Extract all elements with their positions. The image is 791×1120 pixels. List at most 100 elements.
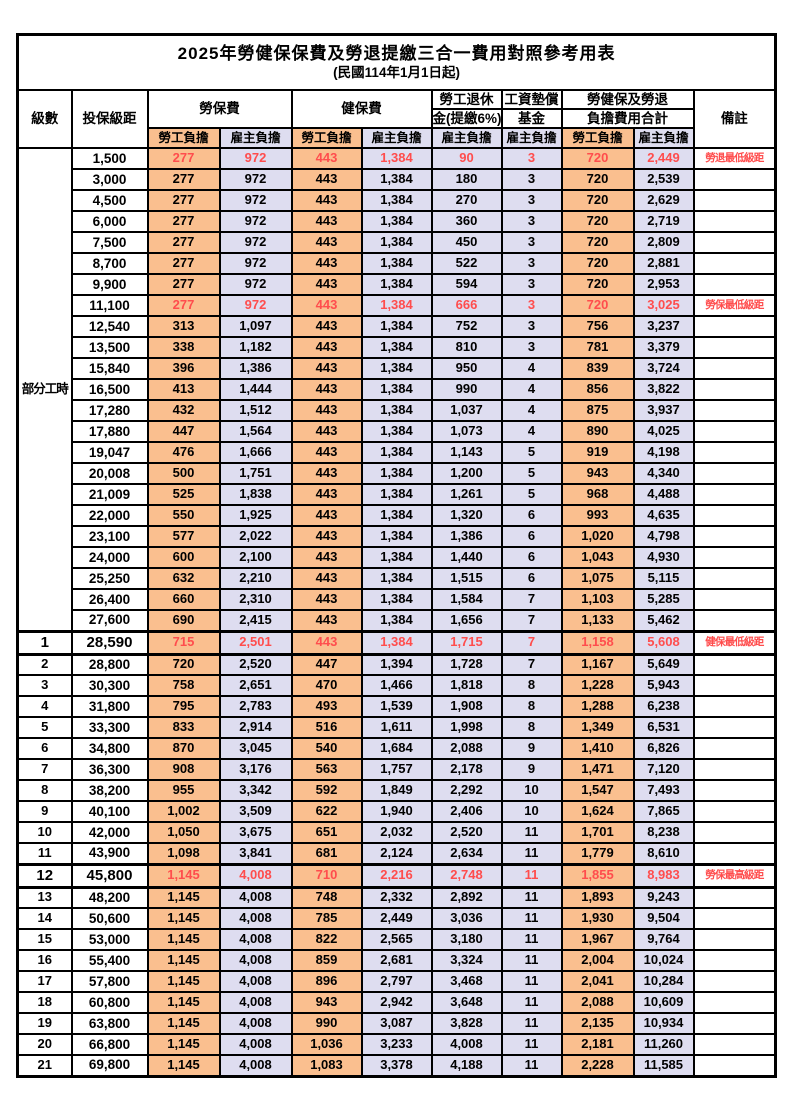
cell-health-fee-employee: 443 xyxy=(290,168,363,191)
cell-pension-employer: 1,998 xyxy=(430,716,503,739)
cell-total-employer: 2,881 xyxy=(632,252,695,275)
cell-total-employee: 2,228 xyxy=(560,1054,635,1077)
cell-labor-fee-employer: 972 xyxy=(218,189,293,212)
cell-health-fee-employer: 2,332 xyxy=(360,886,433,909)
cell-health-fee-employee: 563 xyxy=(290,758,363,781)
cell-labor-fee-employee: 277 xyxy=(146,210,221,233)
cell-level: 9 xyxy=(16,800,73,823)
cell-total-employer: 8,983 xyxy=(632,862,695,889)
cell-health-fee-employer: 1,394 xyxy=(360,653,433,676)
cell-remark: 勞保最低級距 xyxy=(692,294,777,317)
cell-total-employee: 993 xyxy=(560,504,635,527)
cell-total-employer: 4,930 xyxy=(632,546,695,569)
cell-total-employee: 1,167 xyxy=(560,653,635,676)
cell-labor-fee-employee: 1,145 xyxy=(146,886,221,909)
cell-labor-fee-employee: 413 xyxy=(146,378,221,401)
cell-level: 13 xyxy=(16,886,73,909)
cell-level: 18 xyxy=(16,991,73,1014)
cell-labor-fee-employer: 1,182 xyxy=(218,336,293,359)
table-row: 1 28,590 715 2,501 443 1,384 1,715 7 1,158 5,608 健… xyxy=(16,629,777,656)
cell-total-employer: 2,539 xyxy=(632,168,695,191)
cell-insured-bracket: 25,250 xyxy=(70,567,149,590)
cell-pension-employer: 1,440 xyxy=(430,546,503,569)
cell-total-employer: 4,798 xyxy=(632,525,695,548)
cell-labor-fee-employer: 2,210 xyxy=(218,567,293,590)
cell-total-employee: 875 xyxy=(560,399,635,422)
cell-insured-bracket: 48,200 xyxy=(70,886,149,909)
cell-labor-fee-employer: 1,666 xyxy=(218,441,293,464)
cell-labor-fee-employee: 1,050 xyxy=(146,821,221,844)
cell-labor-fee-employee: 690 xyxy=(146,609,221,632)
cell-health-fee-employer: 1,384 xyxy=(360,315,433,338)
cell-wage-fund-employer: 11 xyxy=(500,907,563,930)
cell-wage-fund-employer: 9 xyxy=(500,737,563,760)
table-row: 9,900 277 972 443 1,384 594 3 720 2,953 xyxy=(18,273,777,296)
cell-health-fee-employee: 822 xyxy=(290,928,363,951)
cell-pension-employer: 90 xyxy=(430,147,503,170)
cell-pension-employer: 3,468 xyxy=(430,970,503,993)
cell-remark xyxy=(692,949,777,972)
cell-total-employer: 4,025 xyxy=(632,420,695,443)
cell-labor-fee-employer: 2,651 xyxy=(218,674,293,697)
cell-health-fee-employee: 443 xyxy=(290,504,363,527)
cell-total-employee: 1,228 xyxy=(560,674,635,697)
cell-labor-fee-employer: 1,444 xyxy=(218,378,293,401)
cell-pension-employer: 360 xyxy=(430,210,503,233)
cell-total-employee: 720 xyxy=(560,231,635,254)
cell-total-employer: 2,809 xyxy=(632,231,695,254)
cell-pension-employer: 270 xyxy=(430,189,503,212)
cell-level: 7 xyxy=(16,758,73,781)
cell-total-employer: 2,629 xyxy=(632,189,695,212)
cell-insured-bracket: 40,100 xyxy=(70,800,149,823)
cell-labor-fee-employee: 277 xyxy=(146,189,221,212)
cell-total-employee: 943 xyxy=(560,462,635,485)
cell-labor-fee-employee: 550 xyxy=(146,504,221,527)
cell-labor-fee-employer: 972 xyxy=(218,168,293,191)
cell-total-employee: 720 xyxy=(560,210,635,233)
cell-total-employee: 2,088 xyxy=(560,991,635,1014)
subheader-labor-employee: 勞工負擔 xyxy=(146,127,221,149)
cell-labor-fee-employer: 1,838 xyxy=(218,483,293,506)
cell-health-fee-employer: 3,087 xyxy=(360,1012,433,1035)
cell-insured-bracket: 11,100 xyxy=(70,294,149,317)
cell-wage-fund-employer: 11 xyxy=(500,1054,563,1077)
cell-wage-fund-employer: 7 xyxy=(500,653,563,676)
cell-remark xyxy=(692,252,777,275)
table-row: 16 55,400 1,145 4,008 859 2,681 3,324 11 2,004 10… xyxy=(16,949,777,972)
cell-wage-fund-employer: 5 xyxy=(500,483,563,506)
cell-insured-bracket: 31,800 xyxy=(70,695,149,718)
cell-health-fee-employer: 1,384 xyxy=(360,189,433,212)
cell-level: 17 xyxy=(16,970,73,993)
cell-pension-employer: 180 xyxy=(430,168,503,191)
cell-wage-fund-employer: 3 xyxy=(500,168,563,191)
cell-labor-fee-employer: 4,008 xyxy=(218,1054,293,1077)
cell-labor-fee-employer: 2,501 xyxy=(218,629,293,656)
cell-remark xyxy=(692,546,777,569)
table-row: 8 38,200 955 3,342 592 1,849 2,292 10 1,547 7,493 xyxy=(16,779,777,802)
cell-health-fee-employee: 443 xyxy=(290,567,363,590)
cell-total-employer: 6,238 xyxy=(632,695,695,718)
cell-labor-fee-employer: 2,520 xyxy=(218,653,293,676)
cell-pension-employer: 1,143 xyxy=(430,441,503,464)
cell-pension-employer: 1,715 xyxy=(430,629,503,656)
cell-wage-fund-employer: 4 xyxy=(500,420,563,443)
cell-total-employer: 2,719 xyxy=(632,210,695,233)
cell-insured-bracket: 63,800 xyxy=(70,1012,149,1035)
cell-total-employee: 720 xyxy=(560,273,635,296)
table-row: 6,000 277 972 443 1,384 360 3 720 2,719 xyxy=(18,210,777,233)
cell-wage-fund-employer: 11 xyxy=(500,821,563,844)
cell-health-fee-employee: 443 xyxy=(290,252,363,275)
col-header-labor-group: 勞保費 xyxy=(146,89,293,129)
cell-health-fee-employer: 1,384 xyxy=(360,441,433,464)
table-row: 27,600 690 2,415 443 1,384 1,656 7 1,133 5,462 xyxy=(18,609,777,632)
cell-pension-employer: 2,892 xyxy=(430,886,503,909)
cell-wage-fund-employer: 11 xyxy=(500,842,563,865)
part-time-group-label: 部分工時 xyxy=(16,147,73,632)
cell-total-employee: 968 xyxy=(560,483,635,506)
cell-wage-fund-employer: 3 xyxy=(500,315,563,338)
cell-insured-bracket: 66,800 xyxy=(70,1033,149,1056)
cell-health-fee-employee: 493 xyxy=(290,695,363,718)
subheader-labor-employer: 雇主負擔 xyxy=(218,127,293,149)
cell-remark xyxy=(692,567,777,590)
cell-insured-bracket: 34,800 xyxy=(70,737,149,760)
